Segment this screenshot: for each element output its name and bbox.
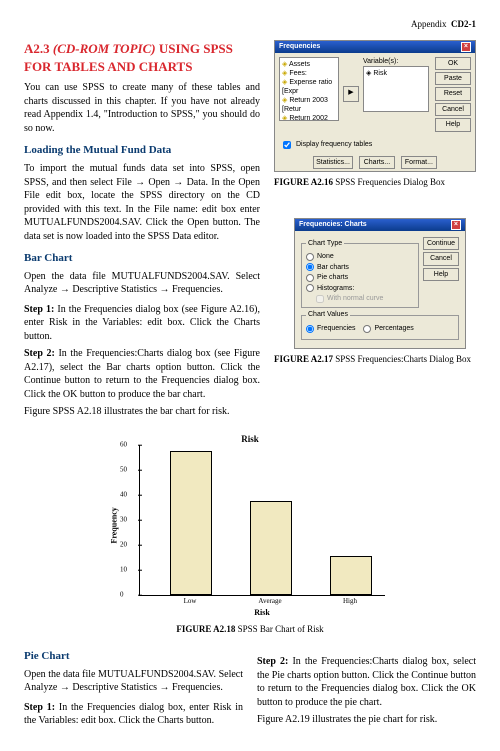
fig17-caption: FIGURE A2.17 SPSS Frequencies:Charts Dia… xyxy=(274,353,476,365)
display-tables-check[interactable]: Display frequency tables xyxy=(279,138,471,152)
heading-pie: Pie Chart xyxy=(24,649,243,664)
charts-dialog: Frequencies: Charts × Continue Cancel Help… xyxy=(294,218,466,349)
radio-freq[interactable]: Frequencies xyxy=(306,324,356,333)
chart-type-group: Chart Type None Bar charts Pie charts Hi… xyxy=(301,239,419,309)
heading-bar: Bar Chart xyxy=(24,251,260,266)
pie-step2: Step 2: In the Frequencies:Charts dialog… xyxy=(257,655,476,709)
cancel-button[interactable]: Cancel xyxy=(423,252,459,265)
cancel-button[interactable]: Cancel xyxy=(435,103,471,116)
fig16-caption: FIGURE A2.16 SPSS Frequencies Dialog Box xyxy=(274,176,476,188)
source-list[interactable]: AssetsFees:Expense ratio [ExprReturn 200… xyxy=(279,57,339,121)
help-button[interactable]: Help xyxy=(435,118,471,131)
move-right-button[interactable]: ▶ xyxy=(343,86,359,102)
dlg1-titlebar: Frequencies × xyxy=(275,41,475,52)
freq-dialog: Frequencies × AssetsFees:Expense ratio [… xyxy=(274,40,476,172)
para-pie2: Figure A2.19 illustrates the pie chart f… xyxy=(257,713,476,727)
appendix-label: Appendix xyxy=(411,19,447,29)
bar-chart: Risk Frequency 0102030405060LowAverageHi… xyxy=(115,433,385,619)
page-header: Appendix CD2-1 xyxy=(24,18,476,30)
bar-step1: Step 1: In the Frequencies dialog box (s… xyxy=(24,303,260,344)
var-label: Variable(s): xyxy=(363,57,429,66)
heading-load: Loading the Mutual Fund Data xyxy=(24,143,260,158)
bar-average xyxy=(250,501,292,596)
dlg1-title: Frequencies xyxy=(279,42,320,51)
radio-hist[interactable]: Histograms: xyxy=(306,284,414,293)
bar-low xyxy=(170,451,212,596)
bar-high xyxy=(330,556,372,596)
dlg2-title: Frequencies: Charts xyxy=(299,220,367,229)
y-axis-label: Frequency xyxy=(109,507,120,543)
paste-button[interactable]: Paste xyxy=(435,72,471,85)
close-icon[interactable]: × xyxy=(461,42,471,51)
dlg2-titlebar: Frequencies: Charts × xyxy=(295,219,465,230)
variables-box[interactable]: ◈ Risk xyxy=(363,66,429,112)
intro-para: You can use SPSS to create many of these… xyxy=(24,81,260,135)
fig18-caption: FIGURE A2.18 SPSS Bar Chart of Risk xyxy=(24,623,476,635)
para-bar1: Open the data file MUTUALFUNDS2004.SAV. … xyxy=(24,270,260,297)
x-axis-label: Risk xyxy=(139,608,385,619)
ok-button[interactable]: OK xyxy=(435,57,471,70)
radio-bar[interactable]: Bar charts xyxy=(306,263,414,272)
chart-values-group: Chart Values Frequencies Percentages xyxy=(301,310,459,340)
radio-none[interactable]: None xyxy=(306,252,414,261)
para-bar2: Figure SPSS A2.18 illustrates the bar ch… xyxy=(24,405,260,419)
pie-step1: Step 1: In the Frequencies dialog box, e… xyxy=(24,701,243,728)
section-title: A2.3 (CD-ROM TOPIC) USING SPSS FOR TABLE… xyxy=(24,40,260,75)
close-icon[interactable]: × xyxy=(451,220,461,229)
statistics-button[interactable]: Statistics... xyxy=(313,156,353,169)
help-button[interactable]: Help xyxy=(423,268,459,281)
radio-pie[interactable]: Pie charts xyxy=(306,273,414,282)
format-button[interactable]: Format... xyxy=(401,156,437,169)
radio-pct[interactable]: Percentages xyxy=(363,324,413,333)
para-load: To import the mutual funds data set into… xyxy=(24,162,260,243)
page-code: CD2-1 xyxy=(451,19,476,29)
charts-button[interactable]: Charts... xyxy=(359,156,395,169)
reset-button[interactable]: Reset xyxy=(435,87,471,100)
chart-title: Risk xyxy=(115,433,385,445)
bar-step2: Step 2: In the Frequencies:Charts dialog… xyxy=(24,347,260,401)
para-pie1: Open the data file MUTUALFUNDS2004.SAV. … xyxy=(24,668,243,695)
continue-button[interactable]: Continue xyxy=(423,237,459,250)
check-curve[interactable]: With normal curve xyxy=(316,294,414,303)
